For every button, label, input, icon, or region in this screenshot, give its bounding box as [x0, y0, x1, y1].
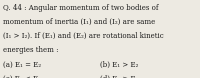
Text: (c) E₁ < E₂: (c) E₁ < E₂: [3, 75, 41, 78]
Text: energies them :: energies them :: [3, 46, 58, 54]
Text: (b) E₁ > E₂: (b) E₁ > E₂: [100, 61, 138, 69]
Text: momentum of inertia (I₁) and (I₂) are same: momentum of inertia (I₁) and (I₂) are sa…: [3, 18, 155, 26]
Text: (d) E₁ ≥ E₂: (d) E₁ ≥ E₂: [100, 75, 138, 78]
Text: (a) E₁ = E₂: (a) E₁ = E₂: [3, 61, 41, 69]
Text: Q. 44 : Angular momentum of two bodies of: Q. 44 : Angular momentum of two bodies o…: [3, 4, 158, 12]
Text: (I₁ > I₂). If (E₁) and (E₂) are rotational kinetic: (I₁ > I₂). If (E₁) and (E₂) are rotation…: [3, 32, 164, 40]
